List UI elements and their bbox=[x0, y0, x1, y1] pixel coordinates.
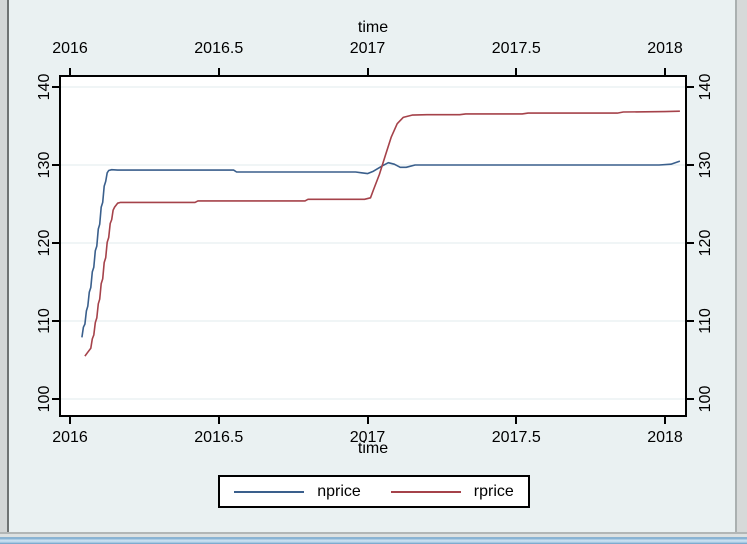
x-tick-label-top-2017.5: 2017.5 bbox=[491, 40, 541, 57]
plot-svg bbox=[59, 75, 687, 417]
window-border-bottom-outer bbox=[0, 534, 747, 537]
window-below-edge-strip bbox=[0, 537, 747, 544]
x-tick-bottom-2017 bbox=[366, 417, 369, 424]
nprice-line-sample bbox=[234, 490, 305, 493]
x-tick-bottom-2016.5 bbox=[217, 417, 220, 424]
x-axis-title: time bbox=[357, 440, 389, 457]
y-tick-right-110 bbox=[687, 320, 694, 322]
y-tick-label-left-130: 130 bbox=[36, 151, 53, 179]
legend-item-rprice: rprice bbox=[390, 482, 514, 500]
graph-region: time time nprice rprice 2016 2016 2016.5 20… bbox=[9, 0, 735, 532]
window-border-bottom bbox=[0, 532, 747, 534]
x-tick-label-top-2017: 2017 bbox=[349, 40, 386, 57]
plot-area bbox=[59, 75, 687, 417]
y-tick-label-right-120: 120 bbox=[697, 229, 714, 257]
y-tick-left-140 bbox=[52, 86, 59, 88]
x-tick-label-bottom-2017.5: 2017.5 bbox=[491, 429, 541, 446]
legend-item-nprice: nprice bbox=[234, 482, 361, 500]
x-tick-top-2017 bbox=[366, 68, 369, 75]
y-tick-label-right-110: 110 bbox=[697, 308, 714, 334]
rprice-legend-label: rprice bbox=[473, 482, 514, 500]
series-line-rprice bbox=[84, 110, 680, 357]
y-tick-left-100 bbox=[52, 398, 59, 400]
x-tick-bottom-2016 bbox=[69, 417, 71, 424]
x-tick-label-top-2016.5: 2016.5 bbox=[194, 40, 244, 57]
legend: nprice rprice bbox=[218, 475, 530, 508]
x-tick-top-2016.5 bbox=[217, 68, 220, 75]
y-tick-right-120 bbox=[687, 242, 694, 244]
x-tick-label-bottom-2016.5: 2016.5 bbox=[194, 429, 244, 446]
rprice-line-sample bbox=[390, 490, 461, 493]
x-tick-label-bottom-2017: 2017 bbox=[349, 429, 386, 446]
x-tick-top-2017.5 bbox=[515, 68, 518, 75]
y-tick-label-right-140: 140 bbox=[697, 73, 714, 101]
y-tick-label-right-100: 100 bbox=[697, 385, 714, 413]
y-tick-right-130 bbox=[687, 164, 694, 166]
x-tick-bottom-2017.5 bbox=[515, 417, 518, 424]
plot-frame bbox=[59, 75, 687, 417]
y-tick-label-left-100: 100 bbox=[36, 385, 53, 413]
x-tick-top-2016 bbox=[69, 68, 71, 75]
series-line-nprice bbox=[81, 160, 681, 338]
y-tick-label-left-120: 120 bbox=[36, 229, 53, 257]
window-border-right bbox=[735, 0, 737, 533]
window-border-left bbox=[7, 0, 9, 533]
x-tick-label-bottom-2018: 2018 bbox=[647, 429, 683, 446]
x-tick-label-top-2018: 2018 bbox=[647, 40, 683, 57]
window-border-right-outer bbox=[737, 0, 747, 533]
window-border-left-outer bbox=[0, 0, 7, 533]
y-tick-label-right-130: 130 bbox=[697, 151, 714, 179]
y-tick-left-120 bbox=[52, 242, 59, 244]
y-tick-left-110 bbox=[52, 320, 59, 322]
y-tick-label-left-110: 110 bbox=[36, 308, 53, 334]
y-tick-label-left-140: 140 bbox=[36, 73, 53, 101]
y-tick-right-100 bbox=[687, 398, 694, 400]
y-tick-left-130 bbox=[52, 164, 59, 166]
nprice-legend-label: nprice bbox=[317, 482, 361, 500]
x-tick-label-top-2016: 2016 bbox=[52, 40, 88, 57]
top-axis-title: time bbox=[357, 19, 389, 36]
x-tick-label-bottom-2016: 2016 bbox=[52, 429, 88, 446]
y-tick-right-140 bbox=[687, 86, 694, 88]
x-tick-bottom-2018 bbox=[664, 417, 666, 424]
x-tick-top-2018 bbox=[664, 68, 666, 75]
